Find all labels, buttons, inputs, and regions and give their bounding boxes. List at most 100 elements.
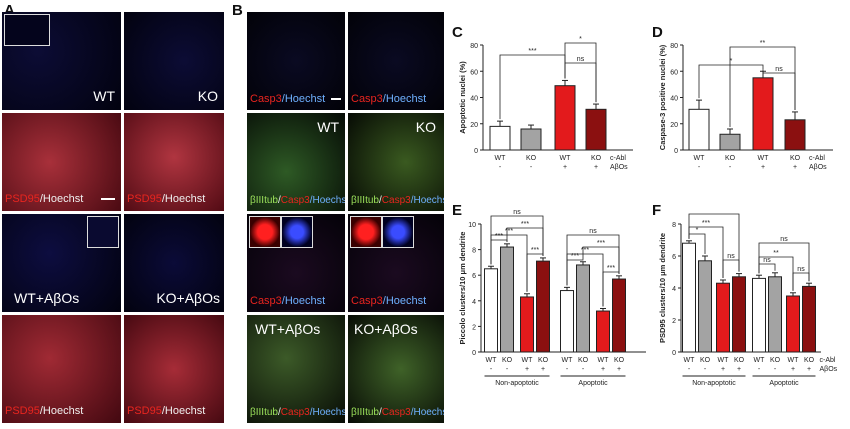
psd95-label: PSD95 [127, 405, 162, 417]
micrograph-b-wt-abos-casp3: Casp3/Hoechst [247, 214, 345, 312]
significance-label: ns [727, 253, 735, 260]
bar [612, 278, 626, 353]
y-tick-label: 0 [672, 350, 676, 357]
significance-bracket [758, 263, 776, 274]
significance-label: ns [763, 257, 771, 264]
micrograph-b-ko-casp3: Casp3/Hoechst [348, 12, 444, 110]
x-row2-label: - [758, 366, 761, 373]
x-row2-label: + [541, 366, 545, 373]
x-row2-label: - [582, 366, 585, 373]
y-tick-label: 80 [670, 43, 678, 50]
y-tick-label: 40 [670, 96, 678, 103]
bar [784, 119, 806, 151]
bar [732, 276, 746, 353]
panel-letter-f: F [652, 202, 662, 219]
y-tick-label: 0 [474, 148, 478, 155]
ko-label: KO [197, 88, 218, 104]
factor-label: c-Abl [610, 155, 626, 162]
bar [520, 296, 534, 353]
x-tick-label: WT [758, 155, 770, 162]
y-tick-label: 10 [468, 222, 476, 229]
x-tick-label: KO [725, 155, 736, 162]
micrograph-b-wt-abos-tubulin: WT+AβOs βIIItub/Casp3/Hoechst [247, 315, 345, 423]
x-tick-label: KO [734, 357, 745, 364]
bar [719, 133, 741, 151]
x-tick-label: KO [614, 357, 625, 364]
significance-label: ns [513, 210, 521, 216]
psd95-label: PSD95 [5, 405, 40, 417]
inset-blue [382, 216, 414, 248]
ko-abos-label: KO+AβOs [354, 321, 418, 337]
y-tick-label: 60 [470, 69, 478, 76]
x-tick-label: WT [560, 155, 572, 162]
significance-label: * [696, 227, 699, 234]
significance-label: *** [528, 48, 536, 55]
significance-label: * [730, 58, 733, 65]
y-tick-label: 20 [670, 122, 678, 129]
factor-label: c-Abl [820, 357, 836, 364]
x-tick-label: KO [526, 155, 537, 162]
micrograph-b-wt-casp3: Casp3/Hoechst [247, 12, 345, 110]
y-tick-label: 40 [470, 96, 478, 103]
significance-label: ** [773, 250, 779, 257]
chart-c: 0 20 40 60 80 Apoptotic nuclei (%) WT - KO - WT + KO… [458, 36, 633, 171]
scale-bar [101, 198, 115, 200]
significance-bracket [758, 242, 810, 282]
significance-bracket [688, 213, 740, 272]
x-row2-label: - [506, 366, 509, 373]
micrograph-a-wt-psd95: PSD95/Hoechst [2, 113, 121, 211]
factor-label: AβOs [809, 164, 827, 171]
significance-label: *** [597, 240, 605, 247]
x-tick-label: KO [591, 155, 602, 162]
significance-label: *** [521, 221, 529, 228]
inset-box [87, 216, 119, 248]
x-row2-label: - [490, 366, 493, 373]
y-tick-label: 4 [472, 299, 476, 306]
x-tick-label: KO [804, 357, 815, 364]
wt-label: WT [317, 119, 339, 135]
panel-letter-b: B [232, 2, 243, 19]
significance-label: *** [702, 220, 710, 227]
significance-label: ns [797, 266, 805, 273]
y-tick-label: 0 [674, 148, 678, 155]
y-axis-label: PSD95 clusters/10 μm dendrite [658, 233, 667, 343]
panel-letter-c: C [452, 24, 463, 41]
wt-label: WT [93, 88, 115, 104]
significance-label: * [713, 210, 716, 214]
x-row2-label: - [499, 164, 502, 171]
bar [489, 125, 511, 151]
y-tick-label: 8 [672, 222, 676, 229]
x-tick-label: WT [495, 155, 507, 162]
bar [536, 260, 550, 353]
y-tick-label: 2 [472, 324, 476, 331]
x-row2-label: - [566, 366, 569, 373]
hoechst-label: /Hoechst [39, 193, 84, 205]
inset-red [350, 216, 382, 248]
group-label: Apoptotic [769, 380, 799, 387]
y-tick-label: 20 [470, 122, 478, 129]
significance-label: ns [589, 228, 597, 235]
bar [752, 277, 766, 353]
wt-abos-label: WT+AβOs [14, 290, 80, 306]
y-axis-label: Caspase-3 positive nuclei (%) [658, 44, 667, 150]
inset-box [4, 14, 50, 46]
y-tick-label: 80 [470, 43, 478, 50]
significance-bracket [698, 64, 764, 99]
x-tick-label: KO [578, 357, 589, 364]
psd95-label: PSD95 [127, 193, 162, 205]
significance-label: *** [531, 247, 539, 254]
significance-bracket [490, 215, 544, 265]
micrograph-b-ko-abos-tubulin: KO+AβOs βIIItub/Casp3/Hoechst [348, 315, 444, 423]
micrograph-b-ko-abos-casp3: Casp3/Hoechst [348, 214, 444, 312]
micrograph-b-wt-tubulin: WT βIIItub/Casp3/Hoechst [247, 113, 345, 211]
x-row2-label: + [793, 164, 797, 171]
y-tick-label: 0 [472, 350, 476, 357]
bar [484, 268, 498, 353]
hoechst-label: /Hoechst [161, 405, 206, 417]
significance-label: *** [581, 247, 589, 254]
bar [768, 276, 782, 353]
ko-label: KO [415, 119, 436, 135]
y-tick-label: 8 [472, 248, 476, 255]
y-tick-label: 4 [672, 286, 676, 293]
bar [560, 290, 574, 353]
